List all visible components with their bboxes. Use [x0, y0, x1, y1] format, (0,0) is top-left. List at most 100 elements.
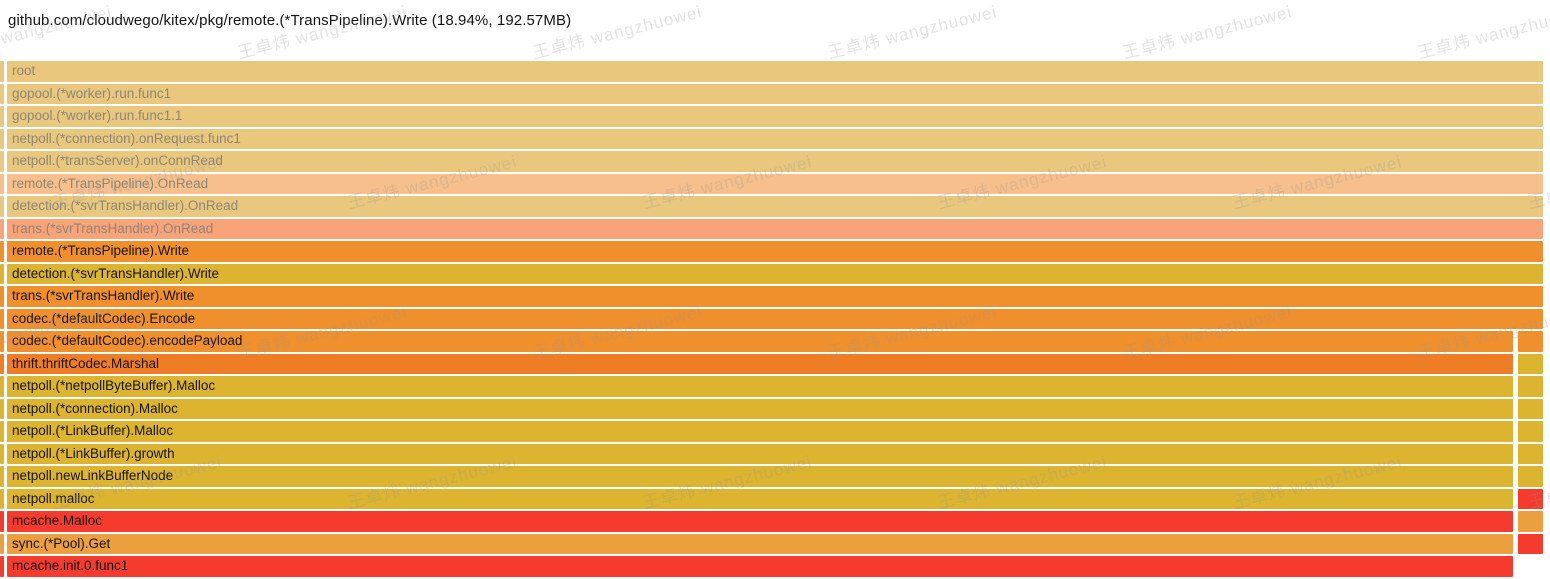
watermark-text: 王卓炜 wangzhuowei	[0, 2, 114, 62]
frame-label: mcache.Malloc	[12, 513, 103, 528]
frame-cell-left-sliver[interactable]	[0, 353, 4, 374]
frame-label: remote.(*TransPipeline).Write	[12, 243, 190, 258]
selected-frame-title: github.com/cloudwego/kitex/pkg/remote.(*…	[8, 12, 572, 29]
frame-cell-left-sliver[interactable]	[0, 263, 4, 284]
frame-cell[interactable]: netpoll.(*LinkBuffer).growth	[7, 443, 1513, 464]
flame-row: netpoll.(*connection).Malloc	[0, 398, 1543, 419]
frame-cell-right[interactable]	[1518, 443, 1543, 464]
frame-cell-right[interactable]	[1518, 488, 1543, 509]
watermark-text: 王卓炜 wangzhuowei	[530, 2, 704, 63]
flame-row: codec.(*defaultCodec).encodePayload	[0, 331, 1543, 352]
frame-cell[interactable]: netpoll.newLinkBufferNode	[7, 466, 1513, 487]
frame-cell-right[interactable]	[1518, 533, 1543, 554]
frame-cell-right[interactable]	[1518, 466, 1543, 487]
flame-row: netpoll.malloc	[0, 488, 1543, 509]
frame-cell[interactable]: netpoll.(*transServer).onConnRead	[7, 151, 1543, 172]
watermark-text: 王卓炜 wangzhuowei	[1120, 2, 1294, 63]
frame-cell-left-sliver[interactable]	[0, 511, 4, 532]
frame-cell[interactable]: detection.(*svrTransHandler).OnRead	[7, 196, 1543, 217]
frame-cell-left-sliver[interactable]	[0, 421, 4, 442]
frame-cell-right[interactable]	[1518, 398, 1543, 419]
flame-row: netpoll.(*LinkBuffer).growth	[0, 443, 1543, 464]
frame-label: netpoll.newLinkBufferNode	[12, 468, 174, 483]
frame-cell-left-sliver[interactable]	[0, 106, 4, 127]
flame-row: remote.(*TransPipeline).OnRead	[0, 173, 1543, 194]
flame-row: sync.(*Pool).Get	[0, 533, 1543, 554]
frame-cell[interactable]: remote.(*TransPipeline).OnRead	[7, 173, 1543, 194]
frame-label: codec.(*defaultCodec).Encode	[12, 310, 196, 326]
frame-cell-left-sliver[interactable]	[0, 556, 4, 577]
frame-cell-left-sliver[interactable]	[0, 128, 4, 149]
frame-cell[interactable]: netpoll.(*LinkBuffer).Malloc	[7, 421, 1513, 442]
frame-cell[interactable]: root	[7, 61, 1543, 82]
frame-cell-left-sliver[interactable]	[0, 196, 4, 217]
frame-cell-left-sliver[interactable]	[0, 286, 4, 307]
flame-row: detection.(*svrTransHandler).OnRead	[0, 196, 1543, 217]
flame-row: netpoll.(*connection).onRequest.func1	[0, 128, 1543, 149]
frame-cell-right[interactable]	[1518, 376, 1543, 397]
frame-label: netpoll.(*netpollByteBuffer).Malloc	[12, 378, 216, 393]
flame-row: codec.(*defaultCodec).Encode	[0, 308, 1543, 329]
frame-label: netpoll.(*LinkBuffer).Malloc	[12, 423, 174, 438]
frame-cell[interactable]: mcache.Malloc	[7, 511, 1513, 532]
frame-cell-left-sliver[interactable]	[0, 173, 4, 194]
frame-cell-left-sliver[interactable]	[0, 308, 4, 329]
flame-row: thrift.thriftCodec.Marshal	[0, 353, 1543, 374]
frame-cell-left-sliver[interactable]	[0, 61, 4, 82]
frame-label: detection.(*svrTransHandler).Write	[12, 265, 220, 281]
frame-cell-left-sliver[interactable]	[0, 331, 4, 352]
frame-label: gopool.(*worker).run.func1	[12, 85, 172, 101]
frame-label: remote.(*TransPipeline).OnRead	[12, 175, 209, 191]
frame-label: trans.(*svrTransHandler).Write	[12, 288, 195, 303]
frame-label: netpoll.(*LinkBuffer).growth	[12, 445, 175, 461]
frame-cell-left-sliver[interactable]	[0, 376, 4, 397]
frame-label: gopool.(*worker).run.func1.1	[12, 108, 183, 123]
frame-cell[interactable]: gopool.(*worker).run.func1.1	[7, 106, 1543, 127]
frame-cell-right[interactable]	[1518, 331, 1543, 352]
frame-cell-left-sliver[interactable]	[0, 83, 4, 104]
frame-cell[interactable]: trans.(*svrTransHandler).Write	[7, 286, 1543, 307]
flame-row: mcache.init.0.func1	[0, 556, 1543, 577]
flame-row: gopool.(*worker).run.func1	[0, 83, 1543, 104]
frame-cell-left-sliver[interactable]	[0, 241, 4, 262]
frame-cell-right[interactable]	[1518, 421, 1543, 442]
frame-label: mcache.init.0.func1	[12, 558, 129, 573]
frame-cell[interactable]: netpoll.(*netpollByteBuffer).Malloc	[7, 376, 1513, 397]
frame-cell-left-sliver[interactable]	[0, 218, 4, 239]
frame-cell[interactable]: netpoll.malloc	[7, 488, 1513, 509]
frame-cell-left-sliver[interactable]	[0, 443, 4, 464]
frame-cell[interactable]: trans.(*svrTransHandler).OnRead	[7, 218, 1543, 239]
flamegraph: root gopool.(*worker).run.func1 gopool.(*w…	[0, 61, 1550, 579]
frame-label: thrift.thriftCodec.Marshal	[12, 355, 160, 371]
flame-row: netpoll.newLinkBufferNode	[0, 466, 1543, 487]
frame-cell-left-sliver[interactable]	[0, 398, 4, 419]
flame-row: netpoll.(*netpollByteBuffer).Malloc	[0, 376, 1543, 397]
frame-label: codec.(*defaultCodec).encodePayload	[12, 333, 243, 348]
frame-cell-right[interactable]	[1518, 353, 1543, 374]
frame-cell[interactable]: codec.(*defaultCodec).encodePayload	[7, 331, 1513, 352]
frame-label: sync.(*Pool).Get	[12, 535, 111, 551]
frame-cell-left-sliver[interactable]	[0, 488, 4, 509]
frame-cell[interactable]: detection.(*svrTransHandler).Write	[7, 263, 1543, 284]
frame-cell[interactable]: remote.(*TransPipeline).Write	[7, 241, 1543, 262]
frame-cell[interactable]: thrift.thriftCodec.Marshal	[7, 353, 1513, 374]
frame-cell[interactable]: mcache.init.0.func1	[7, 556, 1513, 577]
frame-cell[interactable]: sync.(*Pool).Get	[7, 533, 1513, 554]
frame-cell[interactable]: gopool.(*worker).run.func1	[7, 83, 1543, 104]
frame-cell-left-sliver[interactable]	[0, 466, 4, 487]
flame-row: remote.(*TransPipeline).Write	[0, 241, 1543, 262]
frame-cell[interactable]: netpoll.(*connection).Malloc	[7, 398, 1513, 419]
frame-cell-left-sliver[interactable]	[0, 533, 4, 554]
frame-cell[interactable]: codec.(*defaultCodec).Encode	[7, 308, 1543, 329]
frame-cell-left-sliver[interactable]	[0, 151, 4, 172]
frame-label: netpoll.(*connection).Malloc	[12, 400, 178, 416]
frame-label: netpoll.malloc	[12, 490, 95, 506]
flame-row: mcache.Malloc	[0, 511, 1543, 532]
frame-label: netpoll.(*connection).onRequest.func1	[12, 130, 241, 146]
frame-label: root	[12, 63, 36, 78]
flame-row: detection.(*svrTransHandler).Write	[0, 263, 1543, 284]
frame-label: detection.(*svrTransHandler).OnRead	[12, 198, 239, 213]
frame-cell[interactable]: netpoll.(*connection).onRequest.func1	[7, 128, 1543, 149]
frame-cell-right[interactable]	[1518, 511, 1543, 532]
